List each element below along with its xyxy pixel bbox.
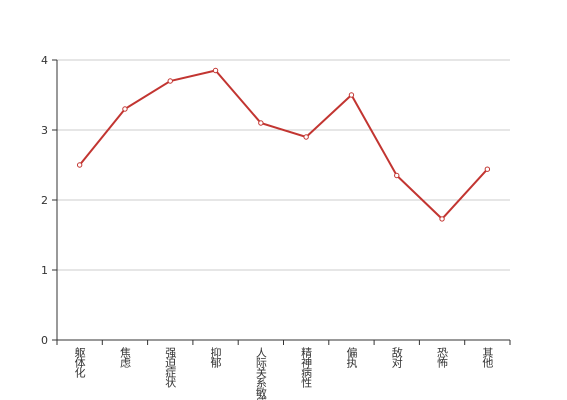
- point: [484, 166, 491, 172]
- x-tick-label: 躯体化: [73, 347, 86, 379]
- point: [348, 92, 355, 98]
- point: [167, 78, 173, 84]
- x-tick-label: 其他: [481, 347, 494, 368]
- x-tick-label: 焦虑: [118, 347, 131, 368]
- point: [122, 106, 128, 112]
- series-line: [78, 69, 489, 221]
- x-tick-label: 强迫症状: [164, 347, 177, 388]
- point: [212, 67, 219, 74]
- x-tick-label: 恐怖: [436, 347, 449, 368]
- y-tick-label: 0: [41, 334, 48, 347]
- x-tick-label: 抑郁: [209, 346, 222, 368]
- point: [258, 120, 264, 126]
- y-tick-label: 3: [41, 124, 48, 137]
- y-tick-label: 4: [41, 54, 48, 67]
- point: [439, 216, 445, 222]
- point: [303, 134, 309, 140]
- point: [76, 162, 83, 168]
- y-tick-label: 1: [41, 264, 48, 277]
- x-tick-label: 偏执: [345, 346, 358, 369]
- x-tick-label: 敌对: [390, 346, 403, 368]
- x-tick-label: 精神病性: [300, 347, 313, 389]
- x-tick-label: 人际关系敏感: [254, 347, 267, 400]
- y-tick-label: 2: [41, 194, 48, 207]
- point: [394, 172, 400, 179]
